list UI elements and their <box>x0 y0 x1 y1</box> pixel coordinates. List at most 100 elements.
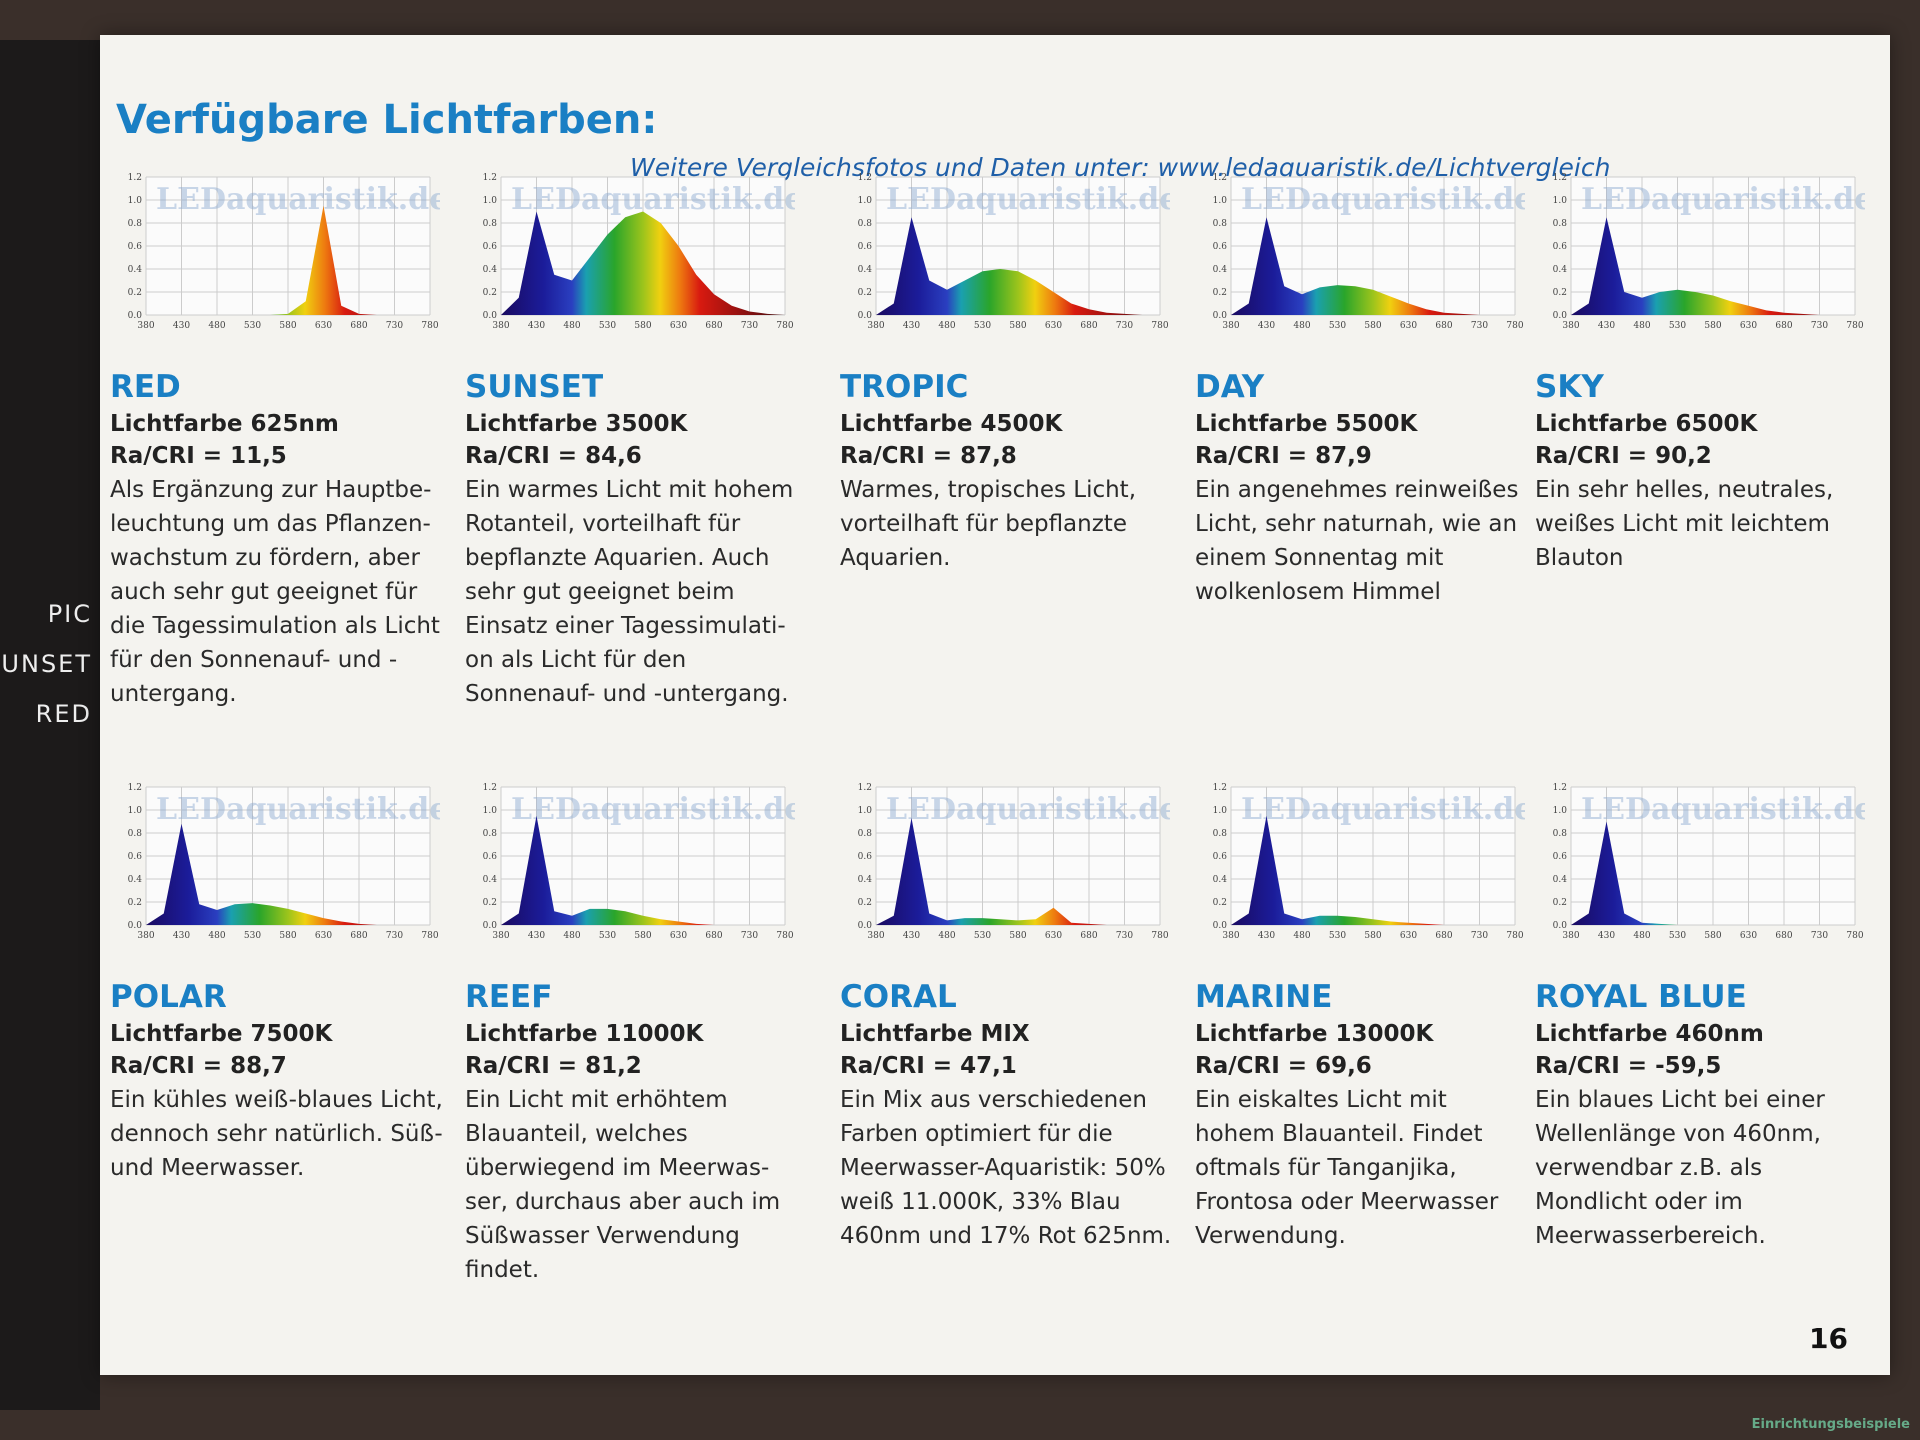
y-tick-label: 1.0 <box>483 806 498 816</box>
y-tick-label: 0.2 <box>1213 898 1227 908</box>
side-tab: RED <box>35 700 92 728</box>
description-line: Ein sehr helles, neutrales, <box>1535 477 1834 503</box>
spectrum-chart: 0.0 0.2 0.4 0.6 0.8 1.0 1.2 380 430 480 530 580 630 6… <box>128 783 440 941</box>
light-card: 0.0 0.2 0.4 0.6 0.8 1.0 1.2 380 430 480 530 580 630 6… <box>110 775 460 1185</box>
x-tick-label: 680 <box>1080 321 1097 331</box>
x-tick-label: 680 <box>350 321 367 331</box>
x-tick-label: 530 <box>1669 321 1686 331</box>
x-tick-label: 780 <box>421 321 438 331</box>
description: Ein Licht mit erhöhtem Blauanteil, welche… <box>465 1083 815 1287</box>
x-tick-label: 430 <box>1258 321 1275 331</box>
y-tick-label: 0.6 <box>858 242 873 252</box>
x-tick-label: 630 <box>1400 321 1417 331</box>
x-tick-label: 630 <box>670 931 687 941</box>
x-tick-label: 480 <box>1633 321 1650 331</box>
y-tick-label: 0.0 <box>1553 311 1568 321</box>
x-tick-label: 480 <box>1633 931 1650 941</box>
y-tick-label: 0.6 <box>1213 852 1228 862</box>
description: Ein Mix aus verschiedenen Farben optimier… <box>840 1083 1190 1253</box>
light-card: 0.0 0.2 0.4 0.6 0.8 1.0 1.2 380 430 480 530 580 630 6… <box>110 165 460 711</box>
cri: Ra/CRI = 84,6 <box>465 443 642 469</box>
description-line: Verwendung. <box>1195 1223 1346 1249</box>
x-tick-label: 380 <box>492 931 509 941</box>
side-tab: PIC <box>47 600 92 628</box>
description: Ein sehr helles, neutrales, weißes Licht … <box>1535 473 1885 575</box>
description-line: auch sehr gut geeignet für <box>110 579 418 605</box>
x-tick-label: 730 <box>1811 321 1828 331</box>
description-line: wolkenlosem Himmel <box>1195 579 1441 605</box>
y-tick-label: 0.4 <box>1553 875 1568 885</box>
y-tick-label: 1.0 <box>128 806 143 816</box>
book-edge: PIC UNSET RED <box>0 40 100 1410</box>
y-tick-label: 0.4 <box>858 265 873 275</box>
color-temperature: Lichtfarbe 5500K <box>1195 411 1418 437</box>
watermark: Einrichtungsbeispiele <box>1751 1417 1910 1432</box>
x-tick-label: 780 <box>1151 931 1168 941</box>
description-line: dennoch sehr natürlich. Süß- <box>110 1121 443 1147</box>
page-number: 16 <box>1809 1322 1848 1355</box>
x-tick-label: 530 <box>599 931 616 941</box>
description-line: on als Licht für den <box>465 647 687 673</box>
y-tick-label: 0.8 <box>1553 829 1568 839</box>
y-tick-label: 0.4 <box>128 875 143 885</box>
x-tick-label: 780 <box>776 321 793 331</box>
color-temperature: Lichtfarbe 460nm <box>1535 1021 1764 1047</box>
description-line: Blauton <box>1535 545 1624 571</box>
light-card: 0.0 0.2 0.4 0.6 0.8 1.0 1.2 380 430 480 530 580 630 6… <box>465 775 815 1287</box>
description: Ein warmes Licht mit hohem Rotanteil, vor… <box>465 473 815 711</box>
y-tick-label: 1.2 <box>1213 173 1227 183</box>
description-line: Frontosa oder Meerwasser <box>1195 1189 1499 1215</box>
chart-watermark: LEDaquaristik.de <box>1581 792 1865 827</box>
cri: Ra/CRI = 47,1 <box>840 1053 1017 1079</box>
description: Als Ergänzung zur Hauptbe-leuchtung um d… <box>110 473 460 711</box>
y-tick-label: 0.2 <box>483 898 497 908</box>
light-name: POLAR <box>110 979 227 1015</box>
x-tick-label: 530 <box>974 931 991 941</box>
description: Ein blaues Licht bei einer Wellenlänge vo… <box>1535 1083 1885 1253</box>
description-line: Ein angenehmes reinweißes <box>1195 477 1519 503</box>
light-name: TROPIC <box>840 369 969 405</box>
description: Ein eiskaltes Licht mit hohem Blauanteil.… <box>1195 1083 1545 1253</box>
description: Ein angenehmes reinweißes Licht, sehr nat… <box>1195 473 1545 609</box>
description: Warmes, tropisches Licht, vorteilhaft für… <box>840 473 1190 575</box>
x-tick-label: 380 <box>867 321 884 331</box>
x-tick-label: 430 <box>528 321 545 331</box>
y-tick-label: 0.4 <box>1553 265 1568 275</box>
light-name: MARINE <box>1195 979 1333 1015</box>
description-line: 460nm und 17% Rot 625nm. <box>840 1223 1172 1249</box>
x-tick-label: 630 <box>670 321 687 331</box>
spectrum-area <box>1231 217 1515 315</box>
description-line: einem Sonnentag mit <box>1195 545 1444 571</box>
x-tick-label: 630 <box>1045 931 1062 941</box>
cri: Ra/CRI = 11,5 <box>110 443 287 469</box>
x-tick-label: 580 <box>1009 931 1026 941</box>
chart-watermark: LEDaquaristik.de <box>1241 182 1525 217</box>
y-tick-label: 0.2 <box>483 288 497 298</box>
cri: Ra/CRI = 81,2 <box>465 1053 642 1079</box>
description-line: Meerwasserbereich. <box>1535 1223 1766 1249</box>
x-tick-label: 680 <box>1435 321 1452 331</box>
x-tick-label: 680 <box>705 321 722 331</box>
x-tick-label: 480 <box>563 321 580 331</box>
cri: Ra/CRI = 88,7 <box>110 1053 287 1079</box>
x-tick-label: 730 <box>386 321 403 331</box>
x-tick-label: 430 <box>903 931 920 941</box>
y-tick-label: 0.0 <box>128 311 143 321</box>
x-tick-label: 430 <box>1598 931 1615 941</box>
description-line: Mondlicht oder im <box>1535 1189 1743 1215</box>
y-tick-label: 0.8 <box>858 829 873 839</box>
x-tick-label: 530 <box>974 321 991 331</box>
x-tick-label: 430 <box>1258 931 1275 941</box>
y-tick-label: 0.4 <box>1213 265 1228 275</box>
x-tick-label: 630 <box>1740 931 1757 941</box>
y-tick-label: 0.4 <box>1213 875 1228 885</box>
y-tick-label: 0.6 <box>128 852 143 862</box>
description: Ein kühles weiß-blaues Licht, dennoch seh… <box>110 1083 460 1185</box>
x-tick-label: 480 <box>1293 321 1310 331</box>
y-tick-label: 0.8 <box>1553 219 1568 229</box>
chart-watermark: LEDaquaristik.de <box>511 182 795 217</box>
x-tick-label: 730 <box>1116 931 1133 941</box>
color-temperature: Lichtfarbe 625nm <box>110 411 339 437</box>
y-tick-label: 1.2 <box>1553 783 1567 793</box>
